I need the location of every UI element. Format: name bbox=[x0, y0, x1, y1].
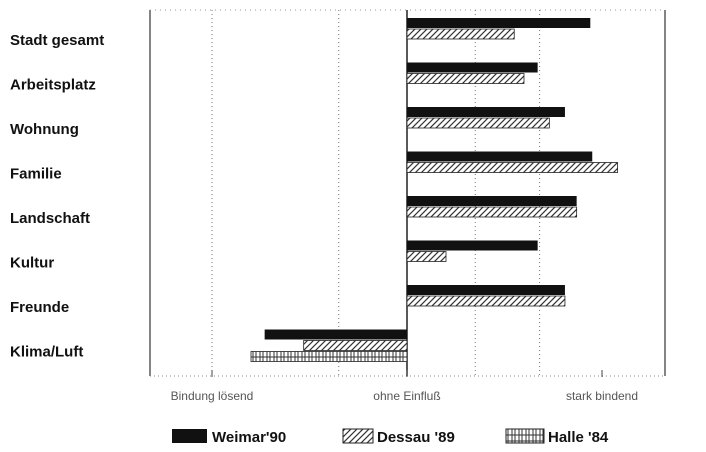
x-tick-label: Bindung lösend bbox=[171, 389, 254, 403]
category-label: Familie bbox=[10, 166, 62, 183]
bar-solid bbox=[407, 62, 538, 73]
legend-label: Weimar'90 bbox=[212, 429, 286, 446]
bar-solid bbox=[407, 107, 565, 117]
bar-solid bbox=[407, 240, 538, 251]
category-label: Freunde bbox=[10, 299, 69, 316]
bar-grid-hatch bbox=[250, 351, 408, 362]
x-tick-label: ohne Einfluß bbox=[373, 389, 440, 403]
bar-diagonal-hatch bbox=[303, 340, 408, 351]
bar-solid bbox=[407, 196, 577, 206]
category-label: Stadt gesamt bbox=[10, 32, 104, 49]
legend-swatch-diagonal-hatch bbox=[342, 428, 374, 444]
legend-label: Halle '84 bbox=[548, 429, 609, 446]
bar-diagonal-hatch bbox=[406, 73, 525, 84]
bar-diagonal-hatch bbox=[406, 117, 550, 129]
legend-swatch-solid bbox=[172, 429, 207, 443]
category-label: Arbeitsplatz bbox=[10, 77, 96, 94]
bar-diagonal-hatch bbox=[406, 162, 619, 173]
bar-solid bbox=[407, 18, 591, 28]
bar-diagonal-hatch bbox=[406, 206, 578, 218]
bar-diagonal-hatch bbox=[406, 28, 515, 40]
bar-diagonal-hatch bbox=[406, 251, 447, 262]
x-tick-label: stark bindend bbox=[566, 389, 638, 403]
bar-solid bbox=[264, 329, 407, 340]
legend-swatch-grid-hatch bbox=[505, 428, 545, 444]
category-label: Landschaft bbox=[10, 210, 90, 227]
bar-solid bbox=[407, 285, 565, 295]
category-label: Klima/Luft bbox=[10, 344, 83, 361]
category-label: Kultur bbox=[10, 255, 54, 272]
bar-diagonal-hatch bbox=[406, 295, 566, 307]
bar-solid bbox=[407, 151, 593, 162]
legend-label: Dessau '89 bbox=[377, 429, 455, 446]
category-label: Wohnung bbox=[10, 121, 79, 138]
